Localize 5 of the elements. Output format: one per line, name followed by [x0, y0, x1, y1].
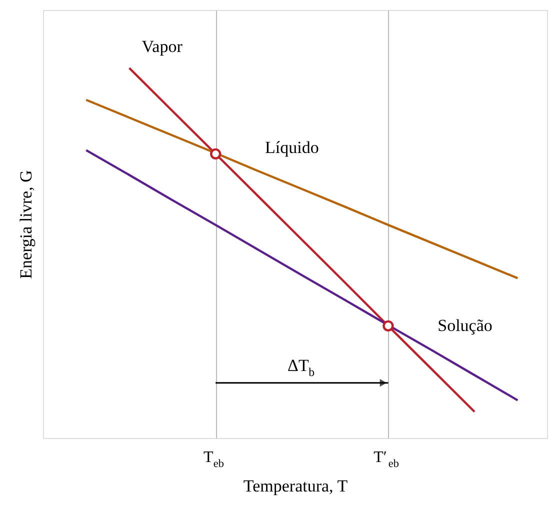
series-label: Solução: [438, 316, 492, 336]
y-axis-title: Energia livre, G: [16, 170, 36, 279]
series-label: Líquido: [265, 138, 319, 158]
series-label: Vapor: [142, 36, 183, 56]
x-axis-title: Temperatura, T: [243, 476, 348, 496]
